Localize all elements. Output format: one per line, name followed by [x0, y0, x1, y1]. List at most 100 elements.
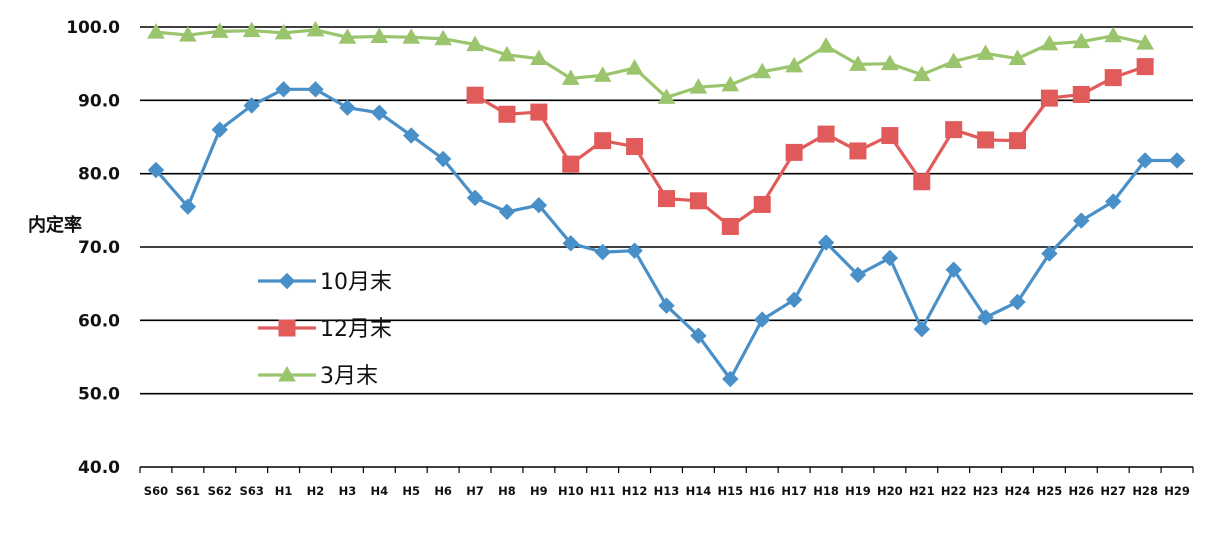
- data-point: [1105, 193, 1122, 210]
- data-point: [785, 143, 803, 161]
- series-3: [147, 20, 1154, 104]
- data-point: [530, 196, 548, 214]
- data-point: [913, 320, 930, 338]
- x-tick-label: H4: [370, 484, 388, 498]
- data-point: [1104, 26, 1123, 43]
- x-tick-label: H6: [434, 484, 452, 498]
- data-point: [498, 203, 516, 221]
- x-tick-label: H17: [781, 484, 807, 498]
- y-tick-label: 90.0: [78, 91, 120, 111]
- data-point: [721, 217, 739, 235]
- x-tick-label: H18: [813, 484, 839, 498]
- x-tick-label: H27: [1100, 484, 1126, 498]
- data-point: [179, 26, 197, 42]
- x-tick-label: H10: [558, 484, 584, 498]
- data-point: [849, 142, 867, 160]
- data-point: [657, 88, 676, 104]
- data-point: [243, 97, 260, 114]
- data-point: [1009, 293, 1026, 311]
- data-point: [817, 125, 835, 143]
- data-point: [849, 266, 867, 284]
- data-point: [594, 132, 612, 150]
- x-tick-label: H7: [466, 484, 484, 498]
- y-tick-label: 100.0: [66, 18, 120, 38]
- legend-label: 12月末: [320, 317, 392, 342]
- data-point: [403, 127, 420, 144]
- data-point: [370, 27, 389, 44]
- data-point: [562, 235, 579, 252]
- data-point: [466, 35, 484, 52]
- legend: 10月末 12月末 3月末: [258, 270, 392, 389]
- data-point: [976, 44, 995, 60]
- axis-layer: 40.0 50.0 60.0 70.0 80.0 90.0 100.0 S60 S61 S62 S6…: [66, 18, 1194, 498]
- x-tick-label: S63: [240, 484, 264, 498]
- x-tick-label: H2: [307, 484, 325, 498]
- data-point: [753, 62, 772, 79]
- x-tick-label: H15: [717, 484, 743, 498]
- data-point: [1072, 85, 1090, 103]
- data-point: [1072, 32, 1091, 49]
- data-point: [307, 81, 324, 98]
- x-tick-label: H3: [339, 484, 357, 498]
- legend-label: 10月末: [320, 270, 392, 295]
- y-axis-label: 内定率: [28, 214, 82, 236]
- x-tick-label: H1: [275, 484, 293, 498]
- y-tick-label: 70.0: [78, 238, 120, 258]
- data-point: [881, 249, 899, 267]
- x-tick-label: H14: [686, 484, 712, 498]
- data-point: [625, 59, 644, 75]
- data-point: [881, 127, 899, 145]
- legend-marker: [278, 319, 296, 337]
- data-point: [658, 190, 675, 208]
- x-tick-label: H8: [498, 484, 516, 498]
- data-point: [434, 29, 452, 46]
- x-tick-label: H12: [622, 484, 648, 498]
- legend-entry: 10月末: [258, 270, 392, 295]
- data-point: [689, 192, 707, 210]
- x-tick-label: H13: [654, 484, 680, 498]
- data-point: [466, 86, 484, 104]
- data-point: [530, 49, 548, 66]
- x-tick-label: H25: [1037, 484, 1063, 498]
- data-point: [593, 66, 612, 82]
- series-layer: [147, 20, 1186, 388]
- x-tick-label: S62: [208, 484, 232, 498]
- data-point: [690, 327, 707, 344]
- data-point: [912, 65, 931, 82]
- data-point: [1040, 89, 1058, 107]
- data-point: [147, 161, 165, 179]
- data-point: [722, 370, 739, 388]
- data-point: [1136, 152, 1154, 169]
- data-point: [849, 55, 867, 71]
- data-point: [498, 105, 516, 123]
- x-tick-label: H19: [845, 484, 871, 498]
- data-point: [721, 75, 740, 92]
- data-point: [210, 22, 229, 38]
- data-point: [498, 45, 516, 62]
- x-tick-label: H5: [402, 484, 420, 498]
- x-tick-label: H23: [973, 484, 999, 498]
- x-tick-label: S60: [144, 484, 168, 498]
- data-point: [1040, 34, 1059, 51]
- data-point: [753, 195, 771, 213]
- data-point: [147, 23, 165, 39]
- legend-label: 3月末: [320, 364, 378, 389]
- data-point: [785, 56, 803, 73]
- data-point: [1168, 152, 1186, 169]
- data-point: [944, 52, 963, 68]
- legend-marker: [278, 272, 296, 290]
- data-point: [1104, 69, 1122, 87]
- x-tick-label: H28: [1132, 484, 1158, 498]
- data-point: [434, 150, 452, 168]
- x-tick-label: H20: [877, 484, 903, 498]
- data-point: [242, 21, 261, 38]
- data-point: [945, 261, 962, 278]
- y-tick-label: 40.0: [78, 458, 120, 478]
- data-point: [977, 309, 994, 326]
- data-point: [913, 173, 931, 191]
- data-point: [1136, 58, 1154, 76]
- legend-marker: [278, 365, 296, 382]
- data-point: [945, 121, 963, 139]
